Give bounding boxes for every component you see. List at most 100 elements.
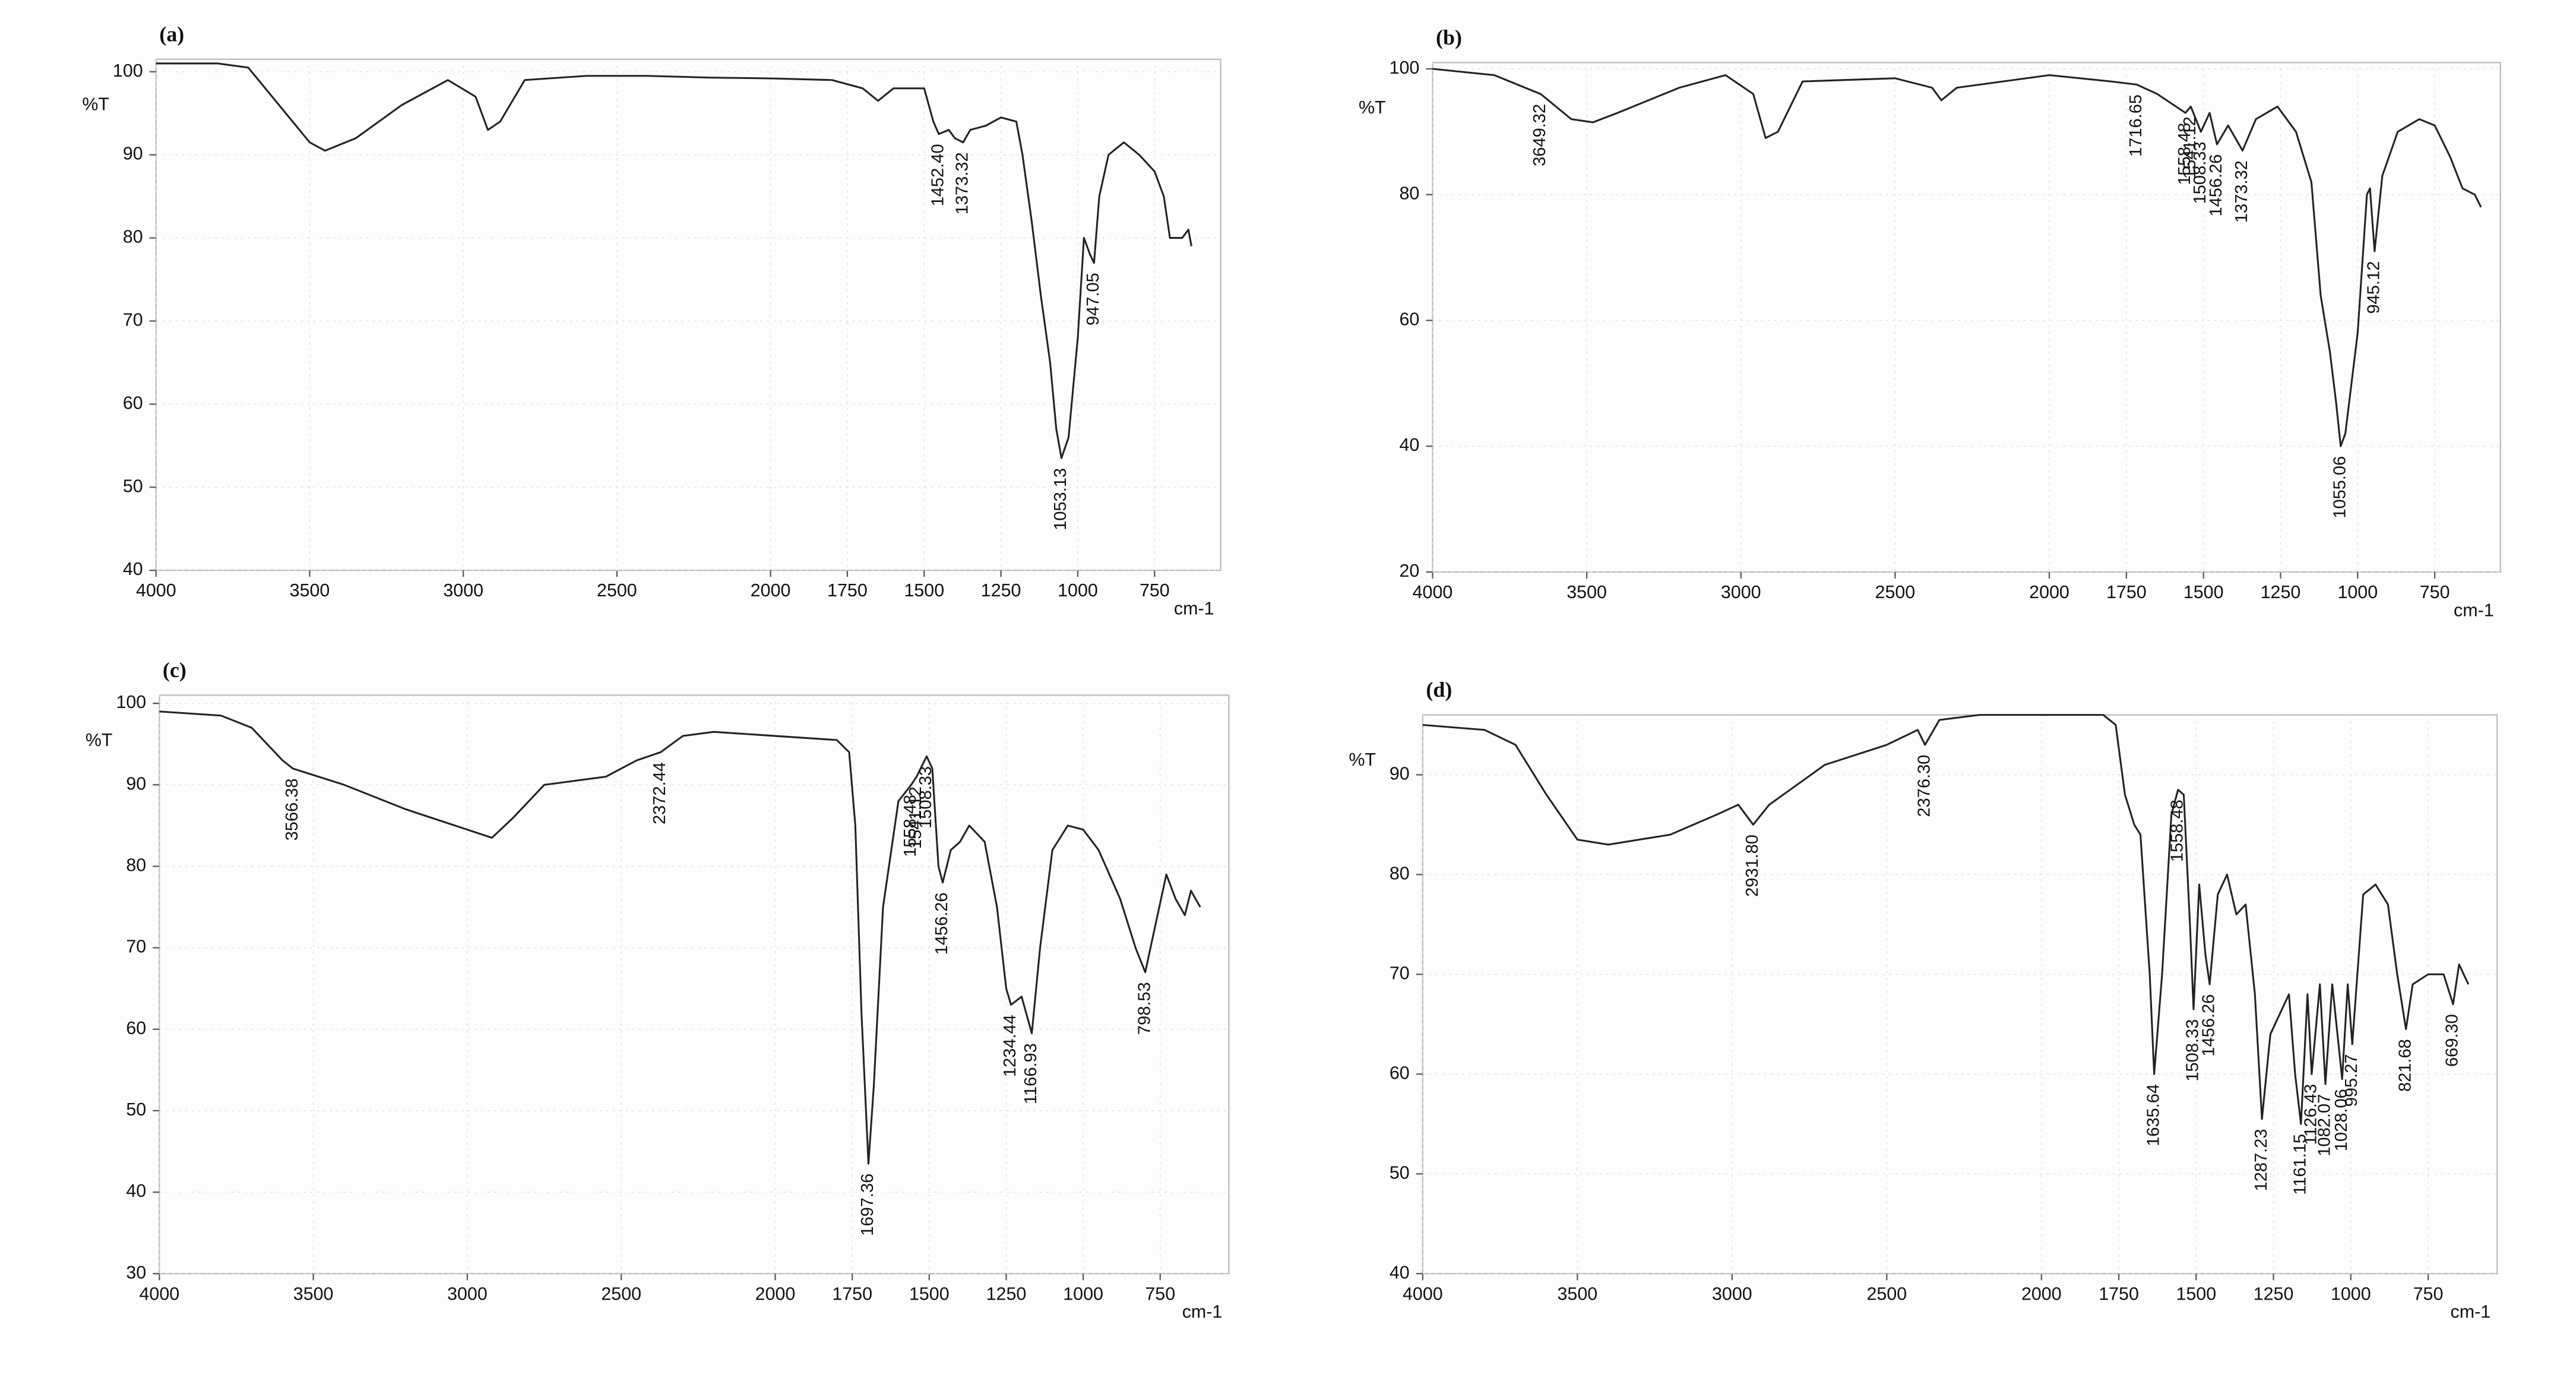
peak-label: 1456.26 [2200,994,2219,1057]
x-tick-label: 3500 [293,1284,334,1304]
y-tick-label: 30 [126,1262,146,1282]
spectrum-line [1432,68,2482,447]
x-tick-label: 750 [1145,1284,1175,1304]
x-tick-label: 3500 [290,580,330,600]
peak-label: 1028.06 [2332,1089,2351,1151]
y-axis-label: %T [1349,750,1376,770]
y-tick-label: 70 [123,310,143,330]
peak-label: 1541.12 [2181,116,2200,179]
x-tick-label: 3500 [1567,582,1607,602]
x-axis-label: cm-1 [2451,1302,2491,1322]
peak-label: 1126.43 [2302,1084,2321,1145]
peak-label: 1373.32 [2232,160,2251,223]
panel-label: (b) [1436,26,1462,49]
x-tick-label: 2000 [755,1284,796,1304]
peak-label: 995.27 [2342,1054,2361,1107]
y-axis-label: %T [86,730,113,750]
peak-label: 1055.06 [2330,456,2349,519]
x-tick-label: 750 [2413,1284,2444,1304]
x-tick-label: 3500 [1558,1284,1598,1304]
x-tick-label: 2500 [1875,582,1916,602]
peak-label: 1508.33 [2191,141,2210,204]
x-tick-label: 750 [2420,582,2450,602]
spectrum-line [1422,714,2470,1125]
y-tick-label: 60 [1399,309,1419,329]
peak-label: 2931.80 [1743,835,1762,897]
peak-label: 1234.44 [1001,1014,1020,1077]
x-tick-label: 1000 [1063,1284,1103,1304]
spectrum-line [156,62,1192,459]
panel-label: (d) [1426,678,1452,701]
y-tick-label: 40 [1390,1262,1410,1282]
x-tick-label: 1750 [832,1284,872,1304]
x-tick-label: 3000 [443,580,483,600]
y-tick-label: 40 [1399,435,1419,455]
x-tick-label: 3000 [1721,582,1761,602]
x-tick-label: 2500 [597,580,637,600]
y-tick-label: 100 [116,692,146,712]
x-tick-label: 1750 [827,580,868,600]
peak-label: 1053.13 [1051,468,1070,530]
peak-label: 1508.33 [916,766,935,829]
x-tick-label: 2500 [1866,1284,1907,1304]
peak-label: 1558.48 [2168,799,2187,862]
x-tick-label: 2000 [2029,582,2069,602]
peak-label: 1558.48 [901,795,920,857]
y-tick-label: 40 [126,1181,146,1201]
x-tick-label: 1500 [904,580,944,600]
panel-label: (c) [163,658,186,682]
x-tick-label: 1000 [2337,582,2378,602]
y-tick-label: 100 [113,61,143,81]
x-tick-label: 4000 [1413,582,1453,602]
peak-label: 1456.26 [932,893,951,955]
y-tick-label: 60 [123,393,143,413]
peak-label: 945.12 [2364,261,2383,314]
x-tick-label: 1750 [2106,582,2147,602]
x-tick-label: 1250 [2261,582,2301,602]
x-tick-label: 1500 [909,1284,950,1304]
x-tick-label: 2000 [751,580,791,600]
y-tick-label: 20 [1399,561,1419,581]
y-axis-label: %T [1359,97,1386,118]
x-tick-label: 4000 [140,1284,180,1304]
plot-frame [1422,714,2498,1275]
x-tick-label: 1250 [2254,1284,2294,1304]
panel-label: (a) [159,22,184,46]
peak-label: 1508.33 [2183,1019,2202,1082]
x-tick-label: 2000 [2021,1284,2062,1304]
x-tick-label: 4000 [1403,1284,1443,1304]
peak-label: 1716.65 [2126,94,2145,157]
y-tick-label: 80 [1399,184,1419,204]
y-tick-label: 40 [123,559,143,579]
y-tick-label: 70 [126,937,146,957]
x-tick-label: 3000 [1712,1284,1752,1304]
peak-label: 1166.93 [1021,1043,1040,1104]
y-axis-label: %T [82,94,109,114]
x-tick-label: 4000 [136,580,176,600]
peak-label: 1161.15 [2291,1134,2310,1195]
y-tick-label: 50 [1390,1162,1410,1183]
peak-label: 1558.48 [2175,123,2194,185]
x-tick-label: 1000 [1058,580,1098,600]
peak-label: 1635.64 [2144,1084,2163,1146]
y-tick-label: 80 [126,855,146,876]
y-tick-label: 60 [1390,1063,1410,1083]
peak-label: 798.53 [1135,982,1154,1035]
x-axis-label: cm-1 [2454,600,2494,620]
y-tick-label: 80 [123,227,143,247]
x-tick-label: 1750 [2099,1284,2139,1304]
peak-label: 1697.36 [858,1174,877,1236]
peak-label: 1287.23 [2252,1129,2271,1191]
y-tick-label: 50 [123,476,143,496]
peak-label: 2376.30 [1914,755,1933,817]
y-tick-label: 90 [126,773,146,794]
peak-label: 3566.38 [283,779,302,841]
x-tick-label: 2500 [601,1284,641,1304]
y-tick-label: 100 [1390,58,1420,78]
x-tick-label: 1250 [981,580,1021,600]
x-axis-label: cm-1 [1182,1302,1223,1322]
peak-label: 1082.07 [2315,1094,2334,1156]
x-tick-label: 1000 [2331,1284,2371,1304]
peak-label: 2372.44 [650,762,669,824]
